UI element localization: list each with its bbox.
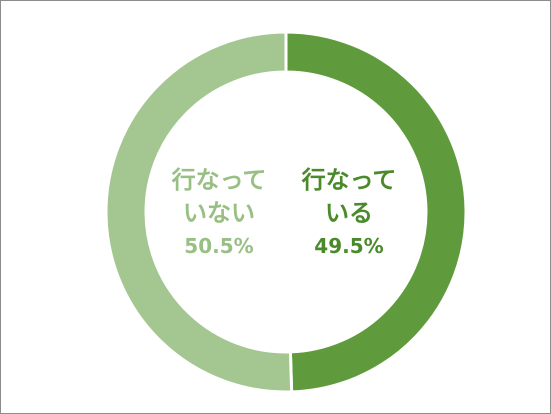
- data-label: 行なっていない 50.5%: [163, 164, 275, 263]
- data-label: 行なっている 49.5%: [293, 164, 405, 263]
- category-label: 行なっている: [301, 166, 397, 227]
- value-label: 49.5%: [314, 234, 384, 258]
- donut-segment: [104, 30, 294, 394]
- category-label: 行なっていない: [171, 166, 267, 227]
- donut-segment: [284, 30, 468, 394]
- value-label: 50.5%: [184, 234, 254, 258]
